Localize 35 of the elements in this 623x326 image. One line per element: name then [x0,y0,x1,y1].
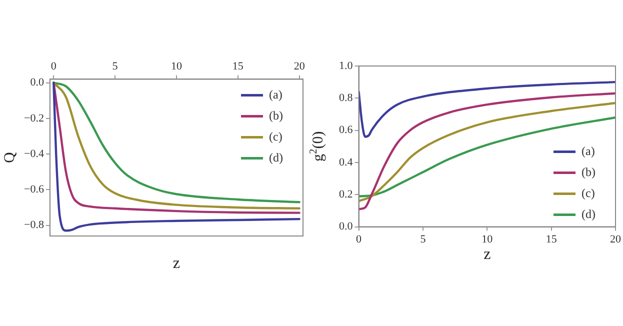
line-series [358,80,616,138]
x-tick-label: 15 [232,60,244,72]
line-series [358,116,616,198]
legend-label: (a) [269,87,282,102]
y-axis-title: Q [2,152,18,164]
y-tick-label: −0.2 [24,112,44,124]
legend-label: (b) [582,164,596,179]
legend-label: (a) [582,144,595,158]
x-tick-label: 5 [112,60,118,72]
y-tick-label: 0.8 [339,92,354,104]
y-tick-label: 0.4 [339,156,354,168]
y-tick-label: −0.8 [24,219,44,232]
x-tick-label: 15 [546,233,558,246]
y-tick-label: 0.6 [339,124,354,136]
legend-label: (d) [582,206,596,221]
x-tick-label: 10 [170,60,182,72]
x-tick-label: 0 [356,233,362,246]
x-tick-label: 20 [610,233,622,246]
legend-label: (c) [269,129,282,144]
y-tick-label: 0.0 [30,76,44,89]
x-tick-label: 0 [50,60,57,72]
y-tick-label: −0.6 [24,184,44,196]
legend-label: (d) [269,150,283,164]
legend-label: (b) [269,108,283,122]
y-tick-label: 1.0 [339,60,354,72]
x-tick-label: 10 [482,233,494,246]
y-axis-title: g2(0) [308,131,327,162]
y-tick-label: −0.4 [24,148,44,160]
y-tick-label: 0.0 [339,220,354,233]
y-tick-label: 0.2 [339,188,353,201]
x-tick-label: 5 [420,233,426,246]
x-axis-title: z [172,255,180,272]
x-tick-label: 20 [294,60,306,72]
x-axis-title: z [484,246,491,264]
legend-label: (c) [582,186,595,200]
